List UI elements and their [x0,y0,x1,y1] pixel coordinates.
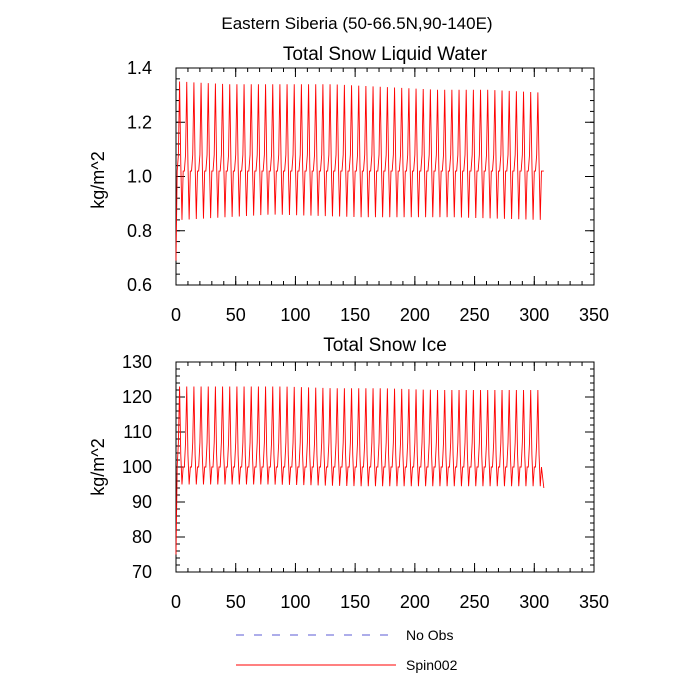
y-axis: 70 80 90 100 110 120 130 [122,352,594,582]
y-axis-label: kg/m^2 [88,151,108,208]
y-tick-label: 100 [122,457,152,477]
x-tick-label: 350 [579,592,609,612]
x-axis: 0 50 100 150 200 250 300 350 [171,68,609,325]
series-line-spin002 [175,81,544,261]
x-tick-label: 150 [340,592,370,612]
y-tick-label: 1.2 [127,112,152,132]
legend-label-spin002: Spin002 [406,657,458,673]
x-axis: 0 50 100 150 200 250 300 350 [171,362,609,612]
x-tick-label: 300 [519,305,549,325]
chart-title: Total Snow Liquid Water [283,44,488,65]
x-tick-label: 250 [460,592,490,612]
y-tick-label: 1.4 [127,58,152,78]
y-tick-label: 70 [132,562,152,582]
x-tick-label: 50 [226,592,246,612]
y-tick-label: 90 [132,492,152,512]
series-line-spin002 [175,386,545,555]
y-tick-label: 130 [122,352,152,372]
x-tick-label: 350 [579,305,609,325]
chart-panel-snow-ice: Total Snow Ice kg/m^2 70 80 90 100 110 120 130… [88,335,609,612]
page-title: Eastern Siberia (50-66.5N,90-140E) [221,14,492,33]
x-tick-label: 250 [460,305,490,325]
x-tick-label: 0 [171,592,181,612]
chart-title: Total Snow Ice [323,335,447,356]
x-tick-label: 100 [280,305,310,325]
legend: No Obs Spin002 [236,627,458,673]
y-tick-label: 120 [122,387,152,407]
x-tick-label: 0 [171,305,181,325]
x-tick-label: 200 [400,305,430,325]
x-tick-label: 300 [519,592,549,612]
x-tick-label: 200 [400,592,430,612]
series-group [175,386,545,555]
chart-panel-liquid-water: Total Snow Liquid Water kg/m^2 0.6 0.8 1.0… [88,44,609,325]
y-tick-label: 110 [123,422,152,442]
y-axis: 0.6 0.8 1.0 1.2 1.4 [127,58,594,295]
y-tick-label: 1.0 [127,167,152,187]
y-axis-label: kg/m^2 [88,438,108,495]
x-tick-label: 100 [280,592,310,612]
x-tick-label: 150 [340,305,370,325]
y-tick-label: 0.8 [127,221,152,241]
x-tick-label: 50 [226,305,246,325]
legend-label-no-obs: No Obs [406,627,453,643]
series-group [175,81,544,261]
y-tick-label: 0.6 [127,275,152,295]
y-tick-label: 80 [132,527,152,547]
